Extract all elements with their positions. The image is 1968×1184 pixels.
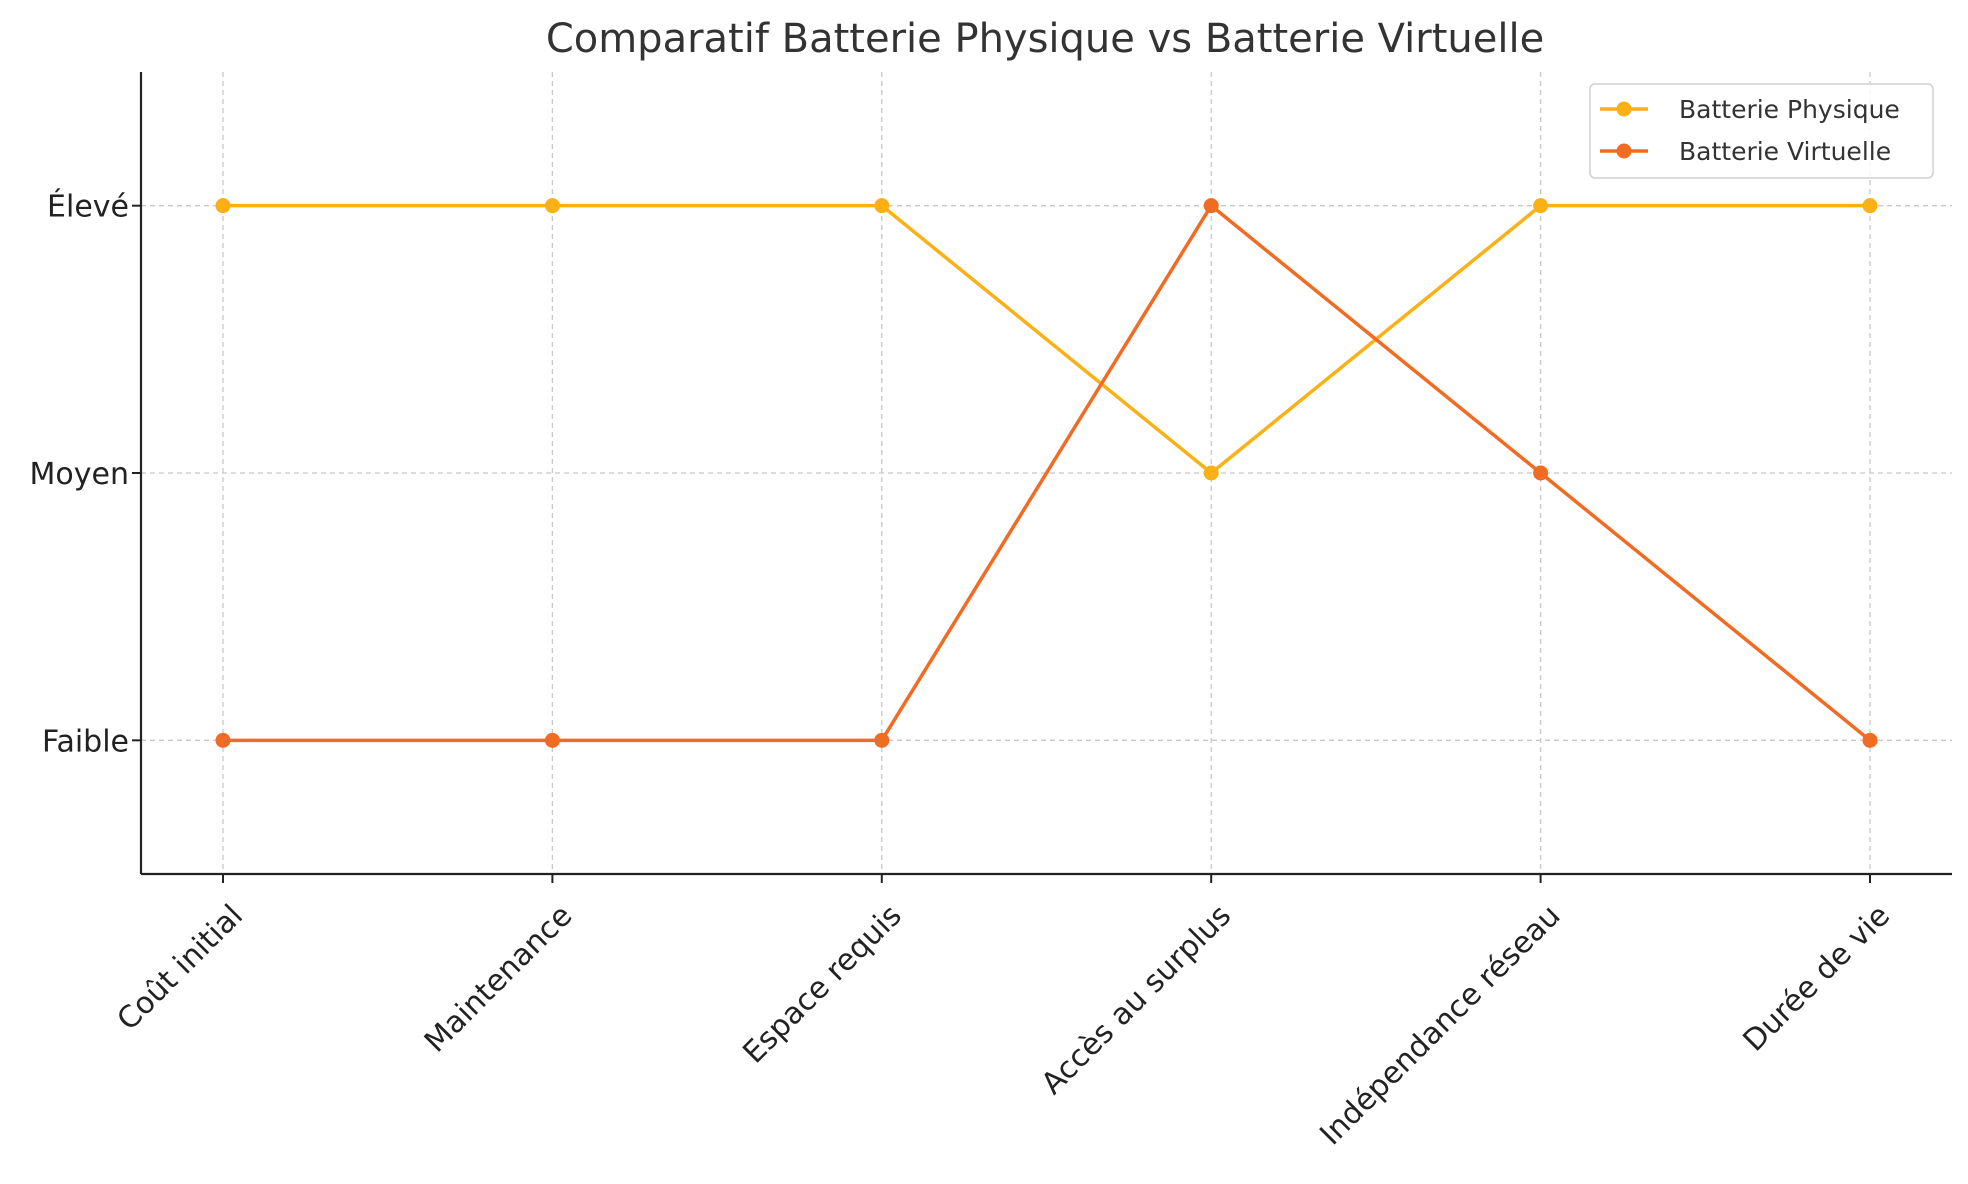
series-line	[223, 203, 1870, 475]
x-tick-label: Accès au surplus	[1035, 898, 1238, 1101]
data-point	[874, 198, 890, 214]
data-point	[1203, 198, 1219, 214]
y-tick-label: Moyen	[30, 457, 129, 492]
series-1	[215, 198, 1878, 481]
legend-marker	[1616, 101, 1632, 117]
x-tick-label: Indépendance réseau	[1313, 898, 1567, 1152]
x-tick-label: Coût initial	[111, 898, 250, 1037]
data-point	[1203, 465, 1219, 481]
series-line	[223, 203, 1872, 743]
chart-title: Comparatif Batterie Physique vs Batterie…	[546, 16, 1544, 62]
series	[215, 198, 1878, 748]
data-point	[544, 198, 560, 214]
data-point	[1533, 198, 1549, 214]
data-point	[1533, 465, 1549, 481]
series-2	[215, 198, 1878, 748]
legend-label: Batterie Virtuelle	[1679, 137, 1891, 166]
legend-box	[1589, 83, 1934, 179]
y-axis-ticks: Faible Moyen Élevé	[30, 189, 141, 759]
data-point	[215, 732, 231, 748]
legend-item[interactable]: Batterie Physique	[1600, 95, 1900, 124]
legend[interactable]: Batterie Physique Batterie Virtuelle	[1589, 83, 1934, 179]
data-point	[874, 732, 890, 748]
y-tick-label: Élevé	[47, 189, 129, 225]
legend-item[interactable]: Batterie Virtuelle	[1600, 137, 1891, 166]
y-tick-label: Faible	[42, 724, 129, 759]
x-tick-label: Espace requis	[736, 898, 908, 1070]
data-point	[544, 732, 560, 748]
data-point	[1862, 198, 1878, 214]
legend-label: Batterie Physique	[1679, 95, 1900, 124]
x-axis-ticks: Coût initial Maintenance Espace requis Accè…	[111, 874, 1897, 1152]
data-point	[215, 198, 231, 214]
x-tick-label: Maintenance	[418, 898, 579, 1059]
legend-marker	[1616, 143, 1632, 159]
data-point	[1862, 732, 1878, 748]
x-tick-label: Durée de vie	[1737, 898, 1897, 1058]
